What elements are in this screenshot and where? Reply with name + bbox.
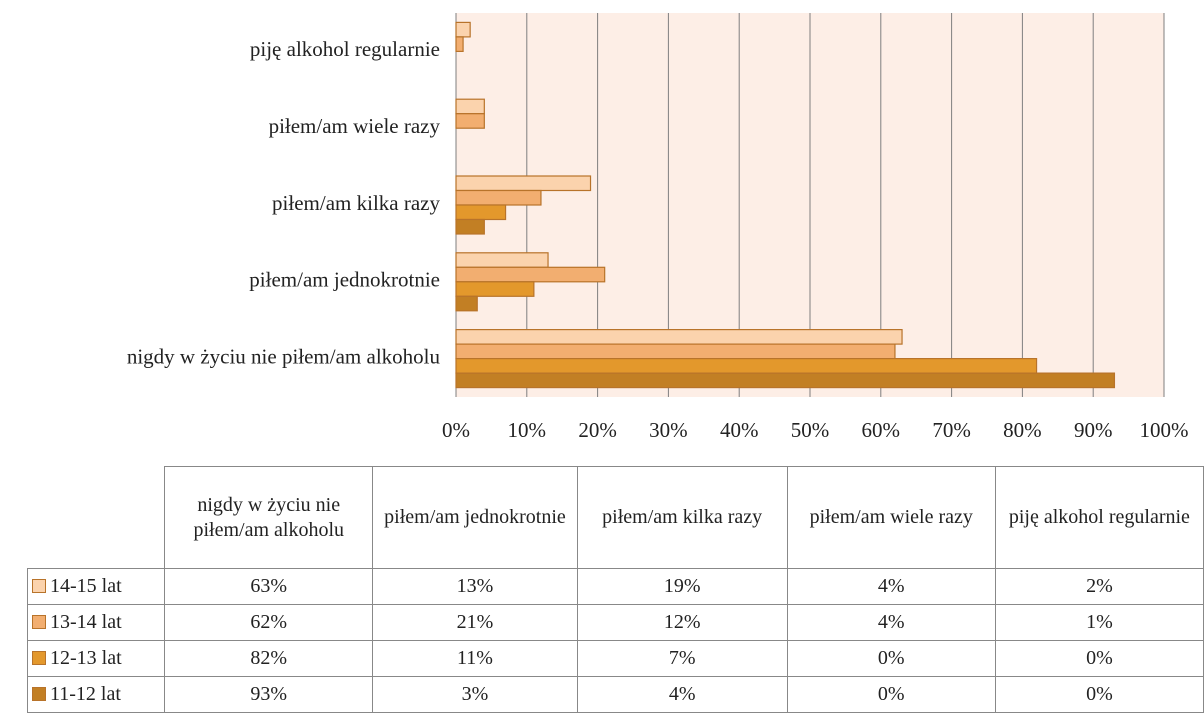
data-table: nigdy w życiu nie piłem/am alkoholu piłem… [26, 466, 1204, 713]
legend-cell: 12-13 lat [26, 640, 166, 677]
x-tick-label: 40% [720, 418, 759, 442]
legend-swatch [32, 579, 46, 593]
bar [455, 266, 606, 283]
bar [455, 204, 507, 221]
legend-label: 11-12 lat [50, 683, 121, 705]
legend-cell: 13-14 lat [26, 604, 166, 641]
legend-cell: 14-15 lat [26, 568, 166, 605]
x-tick-label: 30% [649, 418, 688, 442]
bar [455, 21, 471, 38]
value-cell: 0% [994, 676, 1204, 713]
bar [455, 329, 903, 345]
value-cell: 4% [576, 676, 788, 713]
legend-cell: 11-12 lat [26, 676, 166, 713]
legend-label: 14-15 lat [50, 575, 122, 597]
column-header: piłem/am jednokrotnie [372, 466, 578, 569]
value-cell: 7% [576, 640, 788, 677]
bar [455, 113, 485, 129]
x-tick-label: 70% [932, 418, 971, 442]
chart: 0% 10% 20% 30% 40% 50% 60% 70% 80% 90% 100% nigdy w… [127, 13, 1189, 442]
value-cell: 12% [576, 604, 788, 641]
column-header: nigdy w życiu nie piłem/am alkoholu [164, 466, 374, 569]
legend-label: 13-14 lat [50, 611, 122, 633]
table-row: 11-12 lat 93% 3% 4% 0% 0% [26, 676, 1204, 713]
y-tick-label: piłem/am wiele razy [269, 114, 441, 138]
value-cell: 1% [994, 604, 1204, 641]
bar [455, 358, 1038, 374]
value-cell: 62% [164, 604, 374, 641]
bar [455, 252, 549, 268]
value-cell: 4% [786, 604, 996, 641]
bar [455, 36, 464, 53]
y-tick-label: piłem/am kilka razy [272, 191, 440, 215]
bar [455, 343, 896, 360]
header-row: nigdy w życiu nie piłem/am alkoholu piłem… [27, 466, 1204, 569]
value-cell: 21% [372, 604, 578, 641]
y-tick-label: piłem/am jednokrotnie [249, 268, 440, 292]
table-row: 14-15 lat 63% 13% 19% 4% 2% [26, 568, 1204, 605]
y-tick-label: piję alkohol regularnie [250, 37, 440, 61]
table-row: 12-13 lat 82% 11% 7% 0% 0% [26, 640, 1204, 677]
x-tick-label: 60% [862, 418, 901, 442]
x-tick-label: 100% [1140, 418, 1189, 442]
value-cell: 93% [164, 676, 374, 713]
blank-cell [27, 466, 166, 569]
x-tick-label: 90% [1074, 418, 1113, 442]
bar [455, 372, 1116, 389]
x-tick-label: 50% [791, 418, 830, 442]
value-cell: 11% [372, 640, 578, 677]
x-tick-label: 80% [1003, 418, 1042, 442]
legend-swatch [32, 651, 46, 665]
x-tick-label: 0% [442, 418, 470, 442]
value-cell: 13% [372, 568, 578, 605]
legend-label: 12-13 lat [50, 647, 122, 669]
value-cell: 63% [164, 568, 374, 605]
bar [455, 98, 485, 115]
x-tick-label: 10% [508, 418, 547, 442]
value-cell: 4% [786, 568, 996, 605]
value-cell: 82% [164, 640, 374, 677]
column-header: piję alkohol regularnie [994, 466, 1204, 569]
bar [455, 281, 535, 297]
value-cell: 2% [994, 568, 1204, 605]
value-cell: 0% [786, 676, 996, 713]
bar [455, 218, 485, 235]
column-header: piłem/am kilka razy [576, 466, 788, 569]
value-cell: 0% [994, 640, 1204, 677]
legend-swatch [32, 615, 46, 629]
column-header: piłem/am wiele razy [786, 466, 996, 569]
value-cell: 0% [786, 640, 996, 677]
bar [455, 295, 478, 312]
x-tick-label: 20% [578, 418, 617, 442]
y-tick-label: nigdy w życiu nie piłem/am alkoholu [127, 344, 441, 368]
bar [455, 175, 592, 192]
value-cell: 3% [372, 676, 578, 713]
legend-swatch [32, 687, 46, 701]
value-cell: 19% [576, 568, 788, 605]
table-row: 13-14 lat 62% 21% 12% 4% 1% [26, 604, 1204, 641]
bar [455, 189, 542, 206]
